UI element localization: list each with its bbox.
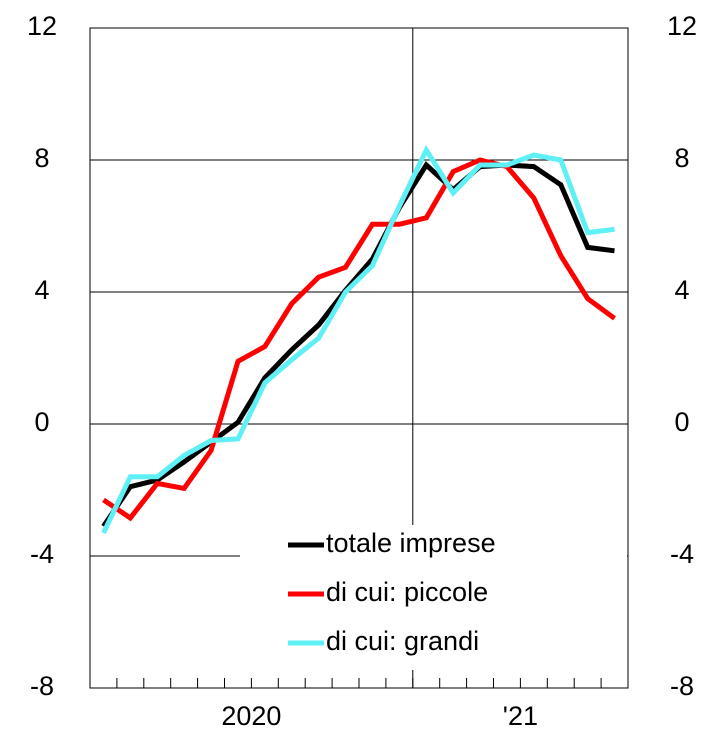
plot-frame <box>89 27 629 689</box>
y2-tick-label: 12 <box>667 11 697 41</box>
legend-box <box>240 525 627 670</box>
legend-label: totale imprese <box>326 528 496 558</box>
x-tick-label: '21 <box>503 701 538 731</box>
y2-tick-label: 4 <box>674 275 689 305</box>
y2-tick-label: 8 <box>674 143 689 173</box>
y2-tick-label: -4 <box>670 539 694 569</box>
series-line <box>102 157 616 522</box>
legend-label: di cui: piccole <box>326 577 488 607</box>
y2-tick-label: -8 <box>670 671 694 701</box>
series-line <box>101 161 615 528</box>
y-tick-label: 0 <box>34 407 49 437</box>
y-tick-label: 8 <box>34 143 49 173</box>
legend-label: di cui: grandi <box>326 626 479 656</box>
y-tick-label: -4 <box>30 539 54 569</box>
x-tick-label: 2020 <box>221 701 281 731</box>
series-line <box>101 144 615 534</box>
y-tick-label: -8 <box>30 671 54 701</box>
y-tick-label: 12 <box>27 11 57 41</box>
y-tick-label: 4 <box>34 275 49 305</box>
y2-tick-label: 0 <box>674 407 689 437</box>
